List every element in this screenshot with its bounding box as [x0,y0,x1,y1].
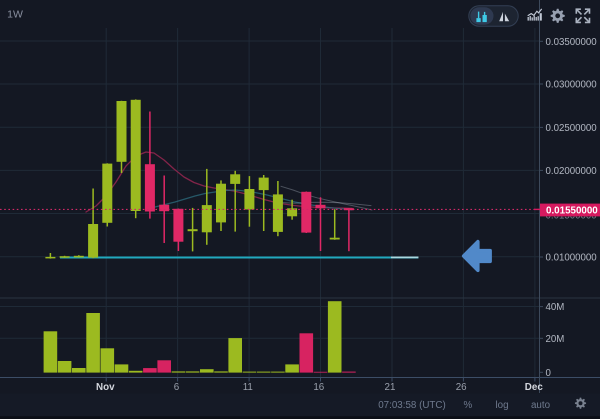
svg-text:6: 6 [174,382,180,393]
svg-text:1W: 1W [7,8,23,20]
svg-text:0.01500000: 0.01500000 [546,210,598,221]
svg-text:Dec: Dec [525,382,544,393]
svg-text:auto: auto [531,400,551,411]
svg-text:0.03500000: 0.03500000 [546,37,598,48]
svg-text:07:03:58 (UTC): 07:03:58 (UTC) [378,400,446,411]
svg-text:0.03000000: 0.03000000 [546,80,598,91]
svg-text:0.01000000: 0.01000000 [546,253,598,264]
svg-text:%: % [463,400,472,411]
svg-text:11: 11 [243,382,253,393]
svg-text:16: 16 [313,382,324,393]
svg-text:log: log [495,400,508,411]
svg-text:26: 26 [456,382,467,393]
svg-text:40M: 40M [546,302,565,313]
svg-text:0.02500000: 0.02500000 [546,123,598,134]
svg-text:20M: 20M [546,334,565,345]
svg-text:0.01550000: 0.01550000 [546,206,598,217]
svg-text:21: 21 [385,382,396,393]
svg-text:0.02000000: 0.02000000 [546,166,598,177]
svg-text:Nov: Nov [96,382,115,393]
svg-text:0: 0 [546,368,552,379]
